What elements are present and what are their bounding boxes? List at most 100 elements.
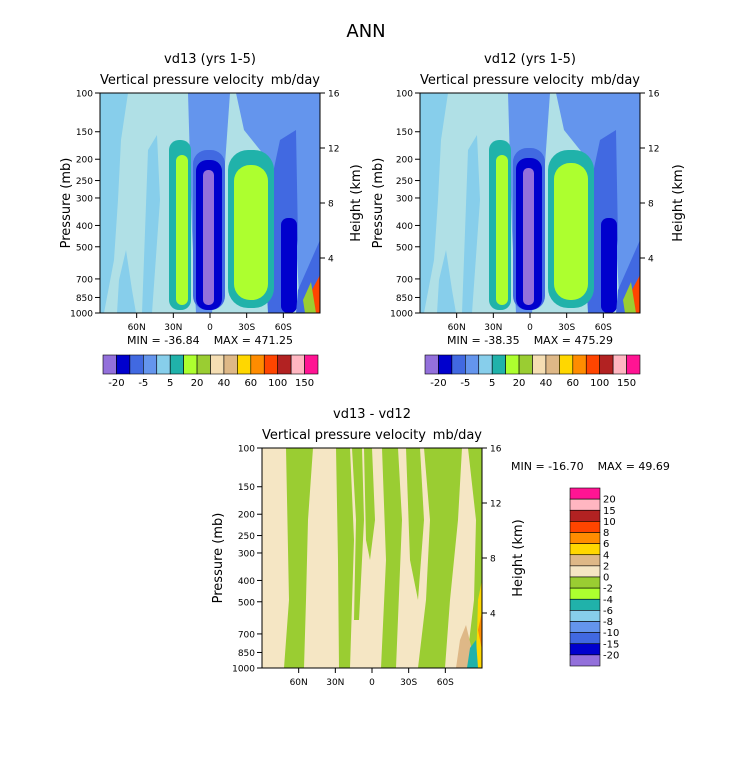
colorbar-label: -15 xyxy=(603,639,619,650)
y-tick-label: 150 xyxy=(76,128,93,138)
colorbar-swatch xyxy=(599,354,614,375)
panel-title: vd13 - vd12 xyxy=(333,407,411,422)
colorbar-swatch xyxy=(569,543,601,556)
contour-field xyxy=(420,93,640,313)
x-tick-label: 60S xyxy=(275,323,292,333)
colorbar-swatch xyxy=(569,643,601,656)
panel-subtitle-right: mb/day xyxy=(433,428,483,443)
colorbar-label: 40 xyxy=(218,378,231,389)
y-tick-label: 200 xyxy=(238,511,255,521)
colorbar-swatch xyxy=(569,565,601,578)
y-tick-label: 700 xyxy=(76,275,93,285)
y-tick-label: 250 xyxy=(396,177,413,187)
contour-region xyxy=(462,135,480,313)
y-right-tick-label: 12 xyxy=(490,500,501,510)
y-tick-label: 850 xyxy=(396,294,413,304)
contour-region xyxy=(352,448,364,620)
colorbar-swatch xyxy=(478,354,493,375)
colorbar-label: 20 xyxy=(191,378,204,389)
x-tick-label: 0 xyxy=(369,678,375,688)
y-tick-label: 500 xyxy=(76,243,93,253)
y-tick-label: 700 xyxy=(238,630,255,640)
colorbar-swatch xyxy=(263,354,278,375)
y-tick-label: 200 xyxy=(396,156,413,166)
y-right-tick-label: 4 xyxy=(328,255,334,265)
x-tick-label: 0 xyxy=(527,323,533,333)
y-tick-label: 300 xyxy=(238,549,255,559)
y-tick-label: 200 xyxy=(76,156,93,166)
colorbar-swatch xyxy=(277,354,292,375)
colorbar-swatch xyxy=(102,354,117,375)
contour-region xyxy=(203,170,214,305)
colorbar-swatch xyxy=(569,509,601,522)
y-right-axis-label: Height (km) xyxy=(671,164,686,241)
contour-region xyxy=(496,155,508,305)
colorbar-label: 15 xyxy=(603,506,616,517)
colorbar-swatch xyxy=(143,354,158,375)
colorbar-swatch xyxy=(569,632,601,645)
colorbar-swatch xyxy=(424,354,439,375)
colorbar-label: 100 xyxy=(590,378,609,389)
contour-region xyxy=(476,580,482,668)
colorbar-label: 2 xyxy=(603,561,609,572)
y-tick-label: 250 xyxy=(238,532,255,542)
contour-region xyxy=(478,612,482,650)
colorbar-label: -20 xyxy=(603,650,619,661)
y-right-tick-label: 16 xyxy=(490,445,502,455)
y-tick-label: 1000 xyxy=(70,310,93,320)
x-tick-label: 60N xyxy=(128,323,146,333)
panel-subtitle-left: Vertical pressure velocity xyxy=(420,73,584,88)
y-right-tick-label: 8 xyxy=(648,200,654,210)
colorbar-label: -2 xyxy=(603,584,613,595)
contour-region xyxy=(456,625,472,668)
max-label: MAX = 475.29 xyxy=(534,334,613,347)
colorbar-label: 5 xyxy=(167,378,173,389)
y-tick-label: 100 xyxy=(76,90,93,100)
y-tick-label: 150 xyxy=(238,483,255,493)
colorbar-swatch xyxy=(304,354,319,375)
panel-subtitle-right: mb/day xyxy=(591,73,641,88)
y-right-axis-label: Height (km) xyxy=(349,164,364,241)
x-tick-label: 0 xyxy=(207,323,213,333)
colorbar-swatch xyxy=(223,354,238,375)
contour-region xyxy=(418,448,462,668)
contour-region xyxy=(437,250,456,313)
panel-difference: vd13 - vd12 Vertical pressure velocity m… xyxy=(211,407,670,688)
contour-region xyxy=(467,640,478,668)
colorbar-swatch xyxy=(569,554,601,567)
colorbar-label: 5 xyxy=(489,378,495,389)
colorbar-swatch xyxy=(585,354,600,375)
colorbar-swatch xyxy=(505,354,520,375)
colorbar-swatch xyxy=(210,354,225,375)
x-tick-label: 30N xyxy=(326,678,344,688)
colorbar-swatch xyxy=(569,487,601,500)
colorbar-swatch xyxy=(569,610,601,622)
panel-subtitle-left: Vertical pressure velocity xyxy=(100,73,264,88)
max-label: MAX = 471.25 xyxy=(214,334,293,347)
min-label: MIN = -16.70 xyxy=(511,460,584,473)
y-right-tick-label: 8 xyxy=(328,200,334,210)
contour-region xyxy=(142,135,160,313)
colorbar-swatch xyxy=(491,354,506,375)
y-right-tick-label: 16 xyxy=(328,90,340,100)
colorbar-label: 150 xyxy=(617,378,636,389)
panel-subtitle-left: Vertical pressure velocity xyxy=(262,428,426,443)
x-tick-label: 60S xyxy=(437,678,454,688)
contour-region xyxy=(623,282,636,313)
colorbar-swatch xyxy=(569,621,601,633)
x-tick-label: 30N xyxy=(164,323,182,333)
colorbar-swatch xyxy=(626,354,641,375)
colorbar-swatch xyxy=(183,354,198,375)
colorbar-swatch xyxy=(169,354,184,375)
colorbar-label: -8 xyxy=(603,617,613,628)
panel-subtitle-right: mb/day xyxy=(271,73,321,88)
x-tick-label: 30S xyxy=(558,323,575,333)
colorbar-swatch xyxy=(569,654,601,667)
y-tick-label: 500 xyxy=(238,598,255,608)
max-label: MAX = 49.69 xyxy=(598,460,670,473)
y-tick-label: 850 xyxy=(76,294,93,304)
x-tick-label: 60N xyxy=(290,678,308,688)
y-tick-label: 250 xyxy=(76,177,93,187)
colorbar-swatch xyxy=(465,354,480,375)
